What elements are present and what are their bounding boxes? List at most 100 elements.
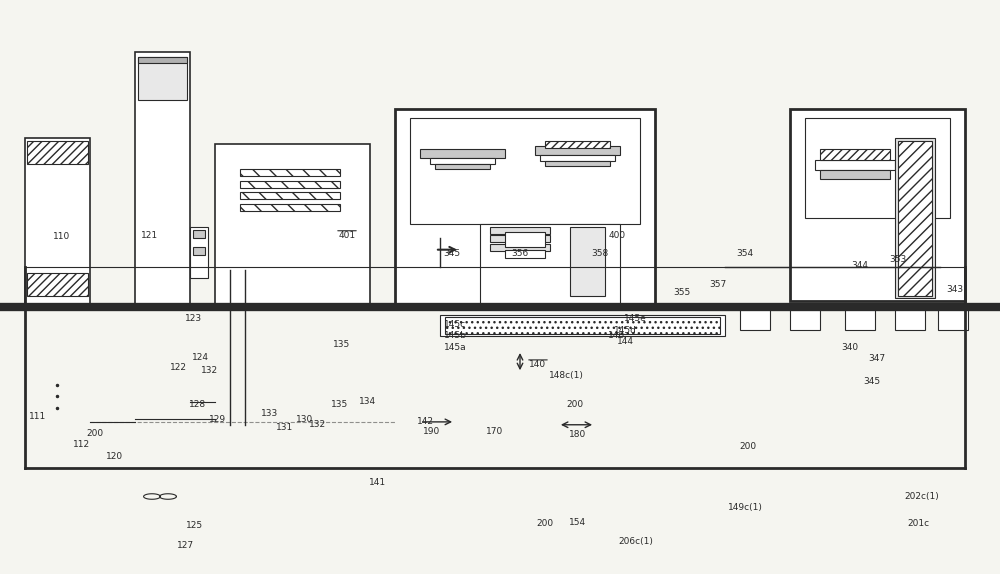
Bar xyxy=(490,235,550,242)
Text: 125: 125 xyxy=(186,521,204,530)
Text: 112: 112 xyxy=(73,440,91,449)
Bar xyxy=(240,204,340,211)
Text: 345: 345 xyxy=(443,249,461,258)
Text: 206c(1): 206c(1) xyxy=(619,537,653,546)
Text: 358: 358 xyxy=(591,249,609,258)
Text: 154: 154 xyxy=(569,518,587,527)
Text: 135: 135 xyxy=(333,340,351,349)
Text: 144: 144 xyxy=(616,337,634,346)
Text: 145b: 145b xyxy=(444,331,466,340)
Text: 141: 141 xyxy=(369,478,387,487)
Bar xyxy=(570,227,605,296)
Bar xyxy=(505,232,545,247)
Text: 401: 401 xyxy=(338,231,356,240)
Text: 123: 123 xyxy=(185,314,203,323)
Bar xyxy=(440,315,725,336)
Bar xyxy=(898,141,932,296)
Text: 124: 124 xyxy=(192,352,208,362)
Bar xyxy=(820,170,890,179)
Text: 200: 200 xyxy=(739,442,757,451)
Bar xyxy=(480,224,620,307)
Bar xyxy=(138,57,187,63)
Text: 110: 110 xyxy=(53,232,71,241)
Text: 145e: 145e xyxy=(624,314,646,323)
Text: 148c(1): 148c(1) xyxy=(549,371,583,381)
Bar xyxy=(805,118,950,218)
Text: 129: 129 xyxy=(209,414,227,424)
Bar xyxy=(27,273,88,296)
Text: 201c: 201c xyxy=(907,519,929,528)
Text: 134: 134 xyxy=(359,397,377,406)
Bar xyxy=(135,52,190,307)
Text: 170: 170 xyxy=(486,427,504,436)
Bar xyxy=(445,317,720,334)
Bar xyxy=(790,109,965,301)
Bar xyxy=(240,181,340,188)
Bar xyxy=(430,158,495,164)
Bar xyxy=(193,247,205,255)
Bar xyxy=(505,250,545,258)
Bar xyxy=(240,192,340,199)
Text: 133: 133 xyxy=(261,409,279,418)
Text: 135: 135 xyxy=(331,400,349,409)
Text: 200: 200 xyxy=(86,429,104,438)
Bar xyxy=(740,307,770,330)
Bar xyxy=(240,169,340,176)
Bar xyxy=(790,307,820,330)
Bar xyxy=(420,149,505,158)
Bar xyxy=(25,138,90,304)
Text: 128: 128 xyxy=(189,400,207,409)
Bar xyxy=(545,161,610,166)
Bar xyxy=(27,141,88,164)
Text: 200: 200 xyxy=(536,519,554,528)
Text: 202c(1): 202c(1) xyxy=(905,492,939,501)
Text: 180: 180 xyxy=(569,430,587,439)
Bar xyxy=(490,227,550,234)
Text: 145c: 145c xyxy=(444,320,466,329)
Text: 127: 127 xyxy=(177,541,195,550)
Text: 132: 132 xyxy=(309,420,327,429)
Text: 400: 400 xyxy=(608,231,626,240)
Bar xyxy=(938,307,968,330)
Bar xyxy=(545,141,610,148)
Text: 340: 340 xyxy=(841,343,859,352)
Text: 145d: 145d xyxy=(614,325,636,335)
Bar xyxy=(540,155,615,161)
Text: 121: 121 xyxy=(141,231,159,240)
Text: 130: 130 xyxy=(296,414,314,424)
Bar xyxy=(490,244,550,251)
Bar xyxy=(215,144,370,304)
Text: 355: 355 xyxy=(673,288,691,297)
Bar xyxy=(895,138,935,298)
Bar xyxy=(820,149,890,160)
Text: 345: 345 xyxy=(863,377,881,386)
Text: 146: 146 xyxy=(608,331,626,340)
Bar xyxy=(435,164,490,169)
Text: 356: 356 xyxy=(511,249,529,258)
Text: 111: 111 xyxy=(29,412,47,421)
Text: 147: 147 xyxy=(368,302,386,312)
Bar xyxy=(410,118,640,224)
Text: 353: 353 xyxy=(889,255,907,264)
Text: 357: 357 xyxy=(709,280,727,289)
Text: 347: 347 xyxy=(868,354,886,363)
Text: 120: 120 xyxy=(106,452,124,461)
Bar xyxy=(395,109,655,304)
Bar xyxy=(815,160,895,170)
Bar xyxy=(193,230,205,238)
Text: 142: 142 xyxy=(416,417,434,426)
Bar xyxy=(190,227,208,278)
Text: 145a: 145a xyxy=(444,343,466,352)
Text: 343: 343 xyxy=(946,285,964,294)
Text: 140: 140 xyxy=(529,360,547,369)
Bar xyxy=(845,307,875,330)
Text: 122: 122 xyxy=(170,363,186,372)
Bar xyxy=(895,307,925,330)
Bar xyxy=(535,146,620,155)
Text: 131: 131 xyxy=(276,423,294,432)
Text: 354: 354 xyxy=(736,249,754,258)
Bar xyxy=(138,57,187,100)
Text: 132: 132 xyxy=(201,366,219,375)
Text: 190: 190 xyxy=(423,427,441,436)
Text: 149c(1): 149c(1) xyxy=(728,503,762,513)
